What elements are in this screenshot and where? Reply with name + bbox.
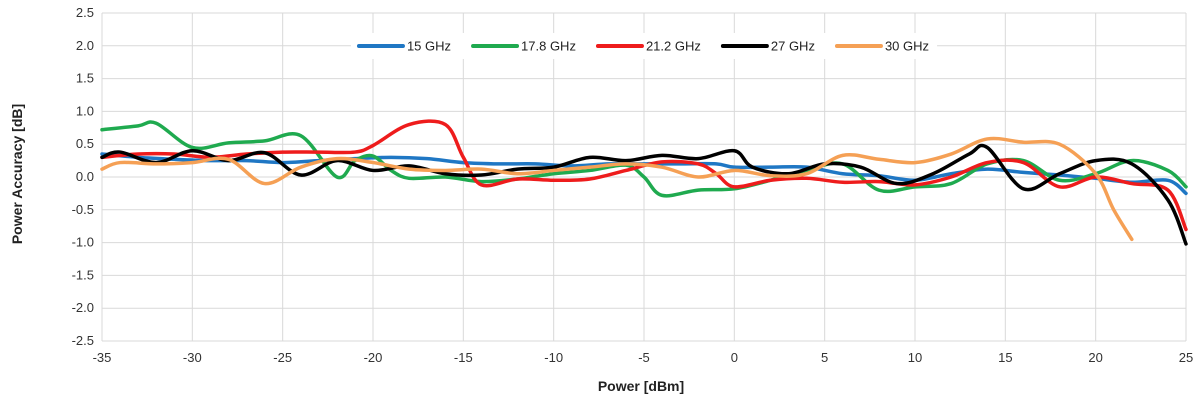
y-tick-label: 2.0	[76, 38, 94, 53]
series-lines	[100, 119, 1188, 246]
tick-labels: -2.5 -2.0 -1.5 -1.0 -0.5 0.0 0.5 1.0 1.5 2.0 2.5 -3…	[72, 5, 1194, 365]
x-tick-label: 15	[998, 350, 1012, 365]
x-tick-label: 5	[821, 350, 828, 365]
y-tick-label: 1.5	[76, 71, 94, 86]
x-tick-label: 0	[731, 350, 738, 365]
x-tick-label: 10	[908, 350, 922, 365]
y-tick-label: -1.5	[72, 267, 94, 282]
x-tick-label: -25	[273, 350, 292, 365]
y-tick-label: 0.5	[76, 136, 94, 151]
x-tick-label: -20	[364, 350, 383, 365]
x-tick-label: -15	[454, 350, 473, 365]
legend-item-17-8-ghz: 17.8 GHz	[471, 39, 576, 54]
legend-label: 27 GHz	[771, 39, 815, 54]
y-tick-label: 0.0	[76, 169, 94, 184]
legend-label: 30 GHz	[885, 39, 929, 54]
y-tick-label: 2.5	[76, 5, 94, 20]
legend-item-27-ghz: 27 GHz	[720, 39, 815, 54]
legend-label: 17.8 GHz	[521, 39, 576, 54]
series-line-15-ghz	[100, 152, 1188, 196]
y-tick-label: -1.0	[72, 235, 94, 250]
legend-item-30-ghz: 30 GHz	[834, 39, 929, 54]
y-tick-label: 1.0	[76, 103, 94, 118]
x-axis-title: Power [dBm]	[598, 378, 684, 394]
x-tick-label: -10	[544, 350, 563, 365]
legend-item-21-2-ghz: 21.2 GHz	[595, 39, 701, 54]
y-tick-label: -2.0	[72, 300, 94, 315]
x-tick-label: -30	[183, 350, 202, 365]
legend-label: 21.2 GHz	[646, 39, 701, 54]
y-tick-label: -0.5	[72, 202, 94, 217]
y-axis-title: Power Accuracy [dB]	[9, 104, 25, 244]
y-tick-label: -2.5	[72, 333, 94, 348]
series-line-27-ghz	[100, 143, 1188, 246]
legend: 15 GHz 17.8 GHz 21.2 GHz 27 GHz 30 GHz	[350, 33, 938, 59]
legend-item-15-ghz: 15 GHz	[356, 39, 451, 54]
x-tick-label: 20	[1088, 350, 1102, 365]
legend-label: 15 GHz	[407, 39, 451, 54]
series-line-30-ghz	[100, 136, 1134, 242]
x-tick-label: -5	[638, 350, 650, 365]
x-tick-label: 25	[1179, 350, 1193, 365]
x-tick-label: -35	[93, 350, 112, 365]
